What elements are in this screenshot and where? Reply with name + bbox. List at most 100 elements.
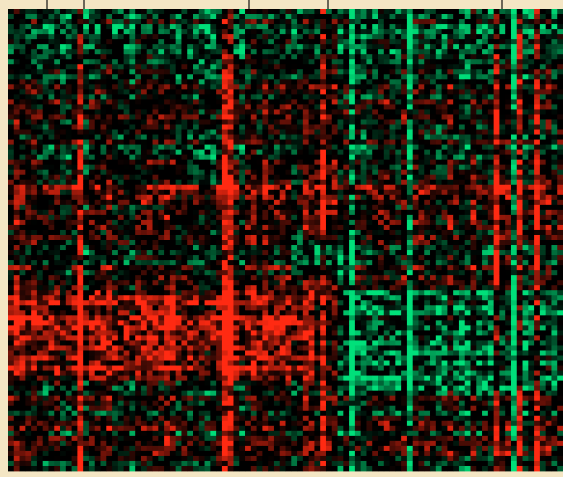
heatmap-cell <box>210 149 217 156</box>
heatmap-cell <box>534 39 541 45</box>
heatmap-cell <box>256 69 263 75</box>
heatmap-cell <box>273 179 281 186</box>
heatmap-cell <box>337 169 344 176</box>
heatmap-cell <box>210 59 217 65</box>
heatmap-cell <box>487 104 495 110</box>
heatmap-cell <box>522 134 529 140</box>
heatmap-cell <box>534 9 541 15</box>
heatmap-cell <box>360 149 367 156</box>
heatmap-cell <box>487 194 495 201</box>
heatmap-cell <box>106 209 113 216</box>
heatmap-cell <box>372 260 379 266</box>
heatmap-cell <box>106 79 113 85</box>
heatmap-cell <box>372 49 379 55</box>
heatmap-cell <box>262 189 269 196</box>
heatmap-cell <box>539 265 547 271</box>
heatmap-cell <box>308 164 315 171</box>
heatmap-cell <box>285 149 292 156</box>
heatmap-cell <box>94 29 101 35</box>
heatmap-cell <box>13 19 20 25</box>
heatmap-cell <box>250 144 257 151</box>
heatmap-cell <box>106 59 113 65</box>
heatmap-cell <box>83 114 90 120</box>
heatmap-cell <box>528 234 535 241</box>
heatmap-cell <box>25 144 32 151</box>
heatmap-cell <box>48 109 55 115</box>
heatmap-cell <box>181 265 188 271</box>
heatmap-cell <box>297 64 304 70</box>
heatmap-cell <box>360 64 367 70</box>
heatmap-cell <box>129 189 136 196</box>
heatmap-cell <box>331 204 338 211</box>
heatmap-cell <box>65 255 72 261</box>
heatmap-cell <box>539 34 547 40</box>
heatmap-cell <box>71 114 78 120</box>
heatmap-cell <box>262 84 269 90</box>
heatmap-cell <box>42 149 49 156</box>
heatmap-cell <box>279 64 286 70</box>
heatmap-cell <box>349 265 356 271</box>
heatmap-cell <box>169 74 177 80</box>
heatmap-cell <box>112 64 119 70</box>
heatmap-cell <box>528 29 535 35</box>
heatmap-cell <box>447 14 454 20</box>
heatmap-cell <box>285 184 292 191</box>
heatmap-cell <box>406 174 414 181</box>
heatmap-cell <box>106 14 113 20</box>
heatmap-cell <box>297 14 304 20</box>
heatmap-cell <box>395 265 402 271</box>
heatmap-cell <box>412 89 419 95</box>
heatmap-cell <box>366 265 373 271</box>
heatmap-cell <box>354 19 362 25</box>
heatmap-cell <box>331 134 338 140</box>
heatmap-cell <box>349 44 356 50</box>
heatmap-cell <box>216 174 223 181</box>
heatmap-cell <box>453 79 460 85</box>
heatmap-cell <box>297 164 304 171</box>
heatmap-cell <box>522 204 529 211</box>
heatmap-cell <box>487 34 495 40</box>
heatmap-cell <box>42 214 49 221</box>
heatmap-cell <box>117 164 125 171</box>
heatmap-cell <box>401 189 408 196</box>
heatmap-cell <box>245 194 252 201</box>
heatmap-cell <box>42 164 49 171</box>
heatmap-cell <box>112 209 119 216</box>
heatmap-cell <box>245 49 252 55</box>
heatmap-cell <box>424 245 431 251</box>
heatmap-cell <box>464 79 471 85</box>
heatmap-cell <box>534 54 541 60</box>
heatmap-cell <box>88 154 96 161</box>
heatmap-cell <box>19 84 26 90</box>
heatmap-cell <box>279 89 286 95</box>
heatmap-cell <box>19 19 26 25</box>
heatmap-cell <box>476 109 483 115</box>
heatmap-cell <box>48 94 55 100</box>
heatmap-cell <box>516 139 523 145</box>
heatmap-cell <box>36 114 44 120</box>
heatmap-cell <box>129 149 136 156</box>
heatmap-cell <box>221 44 229 50</box>
heatmap-cell <box>152 29 159 35</box>
heatmap-cell <box>476 139 483 145</box>
heatmap-cell <box>256 14 263 20</box>
heatmap-cell <box>164 234 171 241</box>
heatmap-cell <box>389 179 396 186</box>
heatmap-cell <box>54 74 61 80</box>
heatmap-cell <box>389 134 396 140</box>
heatmap-cell <box>181 84 188 90</box>
heatmap-cell <box>383 179 390 186</box>
heatmap-cell <box>551 39 558 45</box>
heatmap-cell <box>302 29 310 35</box>
heatmap-cell <box>360 250 367 256</box>
heatmap-cell <box>48 199 55 206</box>
heatmap-cell <box>239 159 246 166</box>
heatmap-cell <box>285 89 292 95</box>
heatmap-cell <box>60 34 67 40</box>
heatmap-cell <box>482 124 489 130</box>
heatmap-cell <box>435 174 442 181</box>
heatmap-cell <box>262 219 269 226</box>
heatmap-cell <box>493 14 500 20</box>
heatmap-cell <box>187 204 194 211</box>
heatmap-cell <box>424 159 431 166</box>
